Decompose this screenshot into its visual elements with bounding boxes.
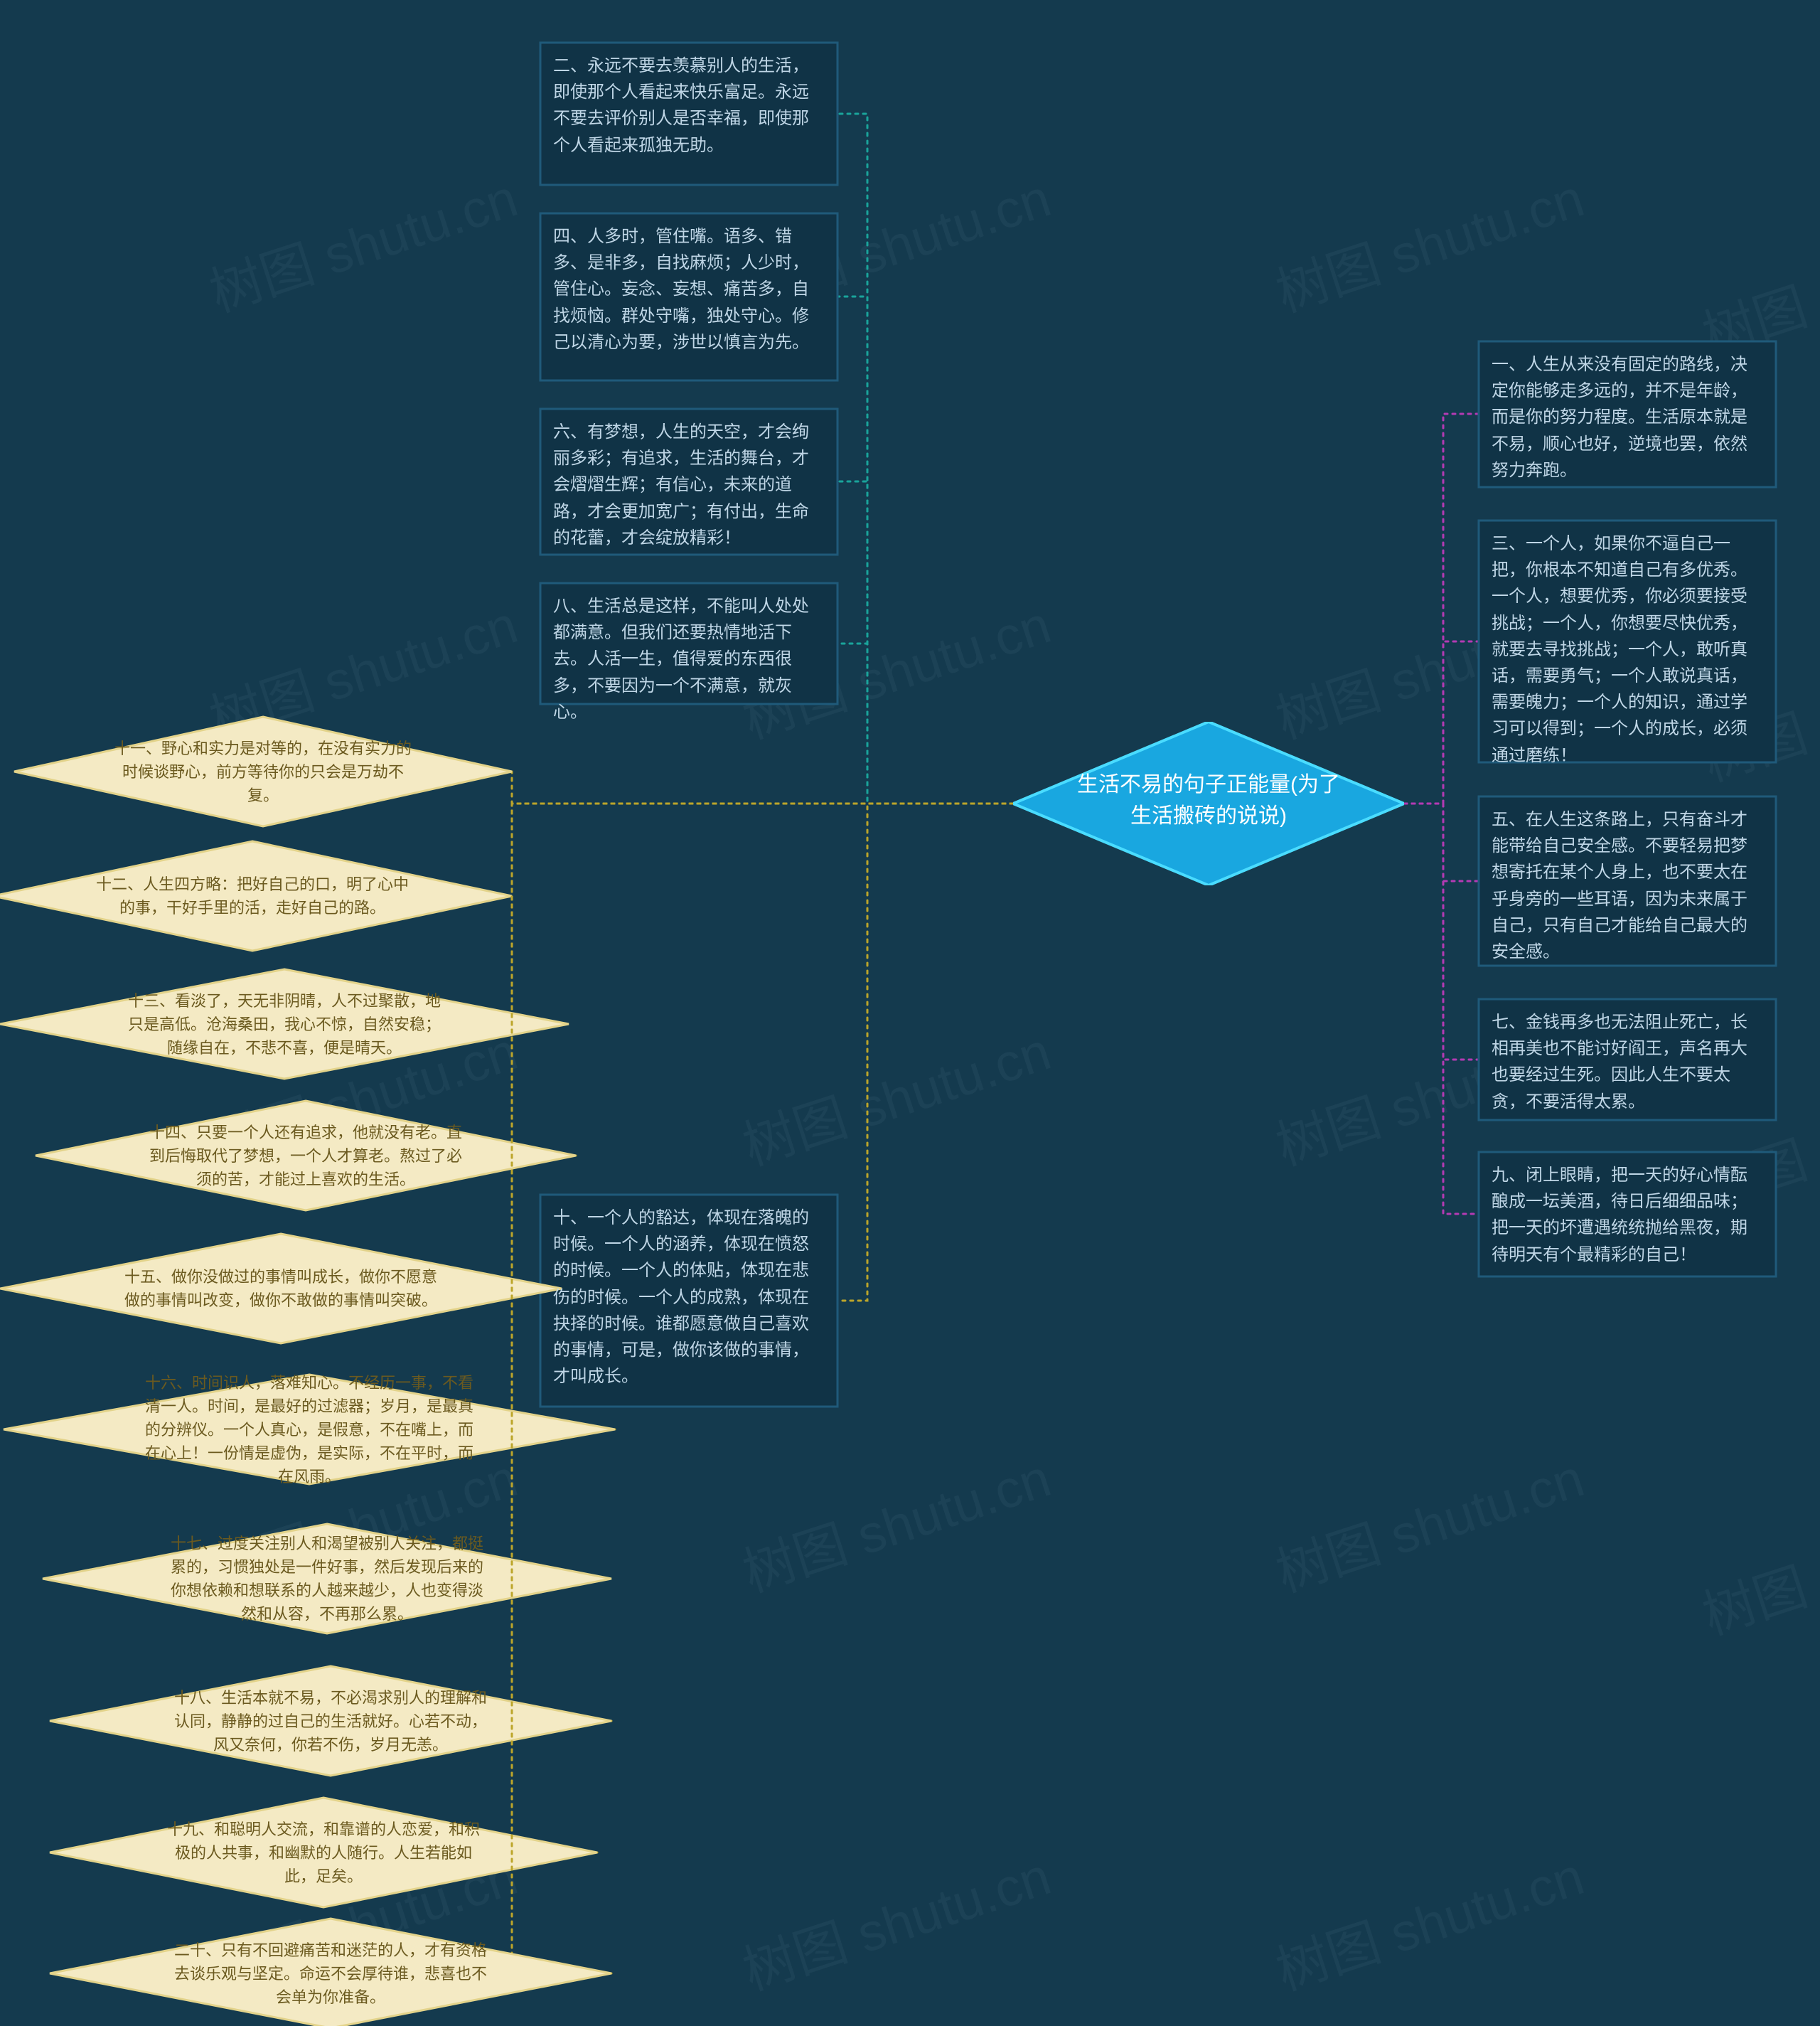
node-ten[interactable]: 十、一个人的豁达，体现在落魄的时候。一个人的涵养，体现在愤怒的时候。一个人的体贴… [540,1195,837,1407]
top-node-3[interactable]: 六、有梦想，人生的天空，才会绚丽多彩；有追求，生活的舞台，才会熠熠生辉；有信心，… [540,409,837,555]
right-node-1[interactable]: 一、人生从来没有固定的路线，决定你能够走多远的，并不是年龄，而是你的努力程度。生… [1479,341,1776,487]
top-node-1[interactable]: 二、永远不要去羡慕别人的生活，即使那个人看起来快乐富足。永远不要去评价别人是否幸… [540,43,837,185]
top-node-2[interactable]: 四、人多时，管住嘴。语多、错多、是非多，自找麻烦；人少时，管住心。妄念、妄想、痛… [540,213,837,380]
center-diamond-shape [1013,722,1404,885]
right-node-4[interactable]: 七、金钱再多也无法阻止死亡，长相再美也不能讨好阎王，声名再大也要经过生死。因此人… [1479,999,1776,1120]
right-node-2[interactable]: 三、一个人，如果你不逼自己一把，你根本不知道自己有多优秀。一个人，想要优秀，你必… [1479,521,1776,762]
right-node-5[interactable]: 九、闭上眼睛，把一天的好心情酝酿成一坛美酒，待日后细细品味；把一天的坏遭遇统统抛… [1479,1152,1776,1276]
top-node-4[interactable]: 八、生活总是这样，不能叫人处处都满意。但我们还要热情地活下去。人活一生，值得爱的… [540,583,837,704]
right-node-3[interactable]: 五、在人生这条路上，只有奋斗才能带给自己安全感。不要轻易把梦想寄托在某个人身上，… [1479,796,1776,966]
center-node[interactable] [1013,722,1404,885]
